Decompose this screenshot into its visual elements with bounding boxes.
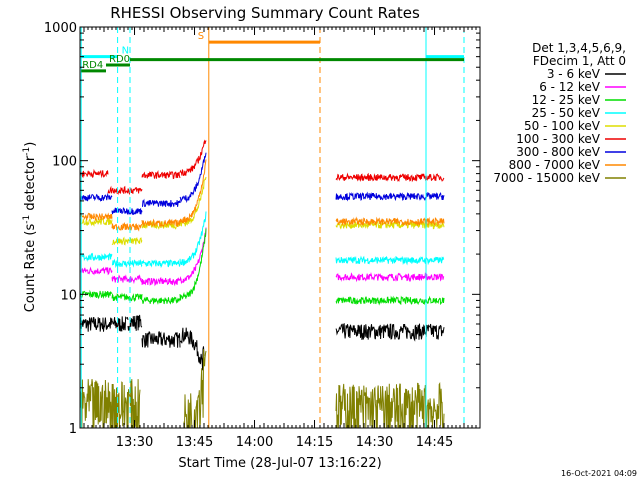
x-tick-label: 14:15 [296,435,333,450]
series-line-25-50-kev [141,259,181,269]
legend-label: 12 - 25 keV [532,93,601,107]
legend: Det 1,3,4,5,6,9, FDecim 1, Att 0 3 - 6 k… [493,41,626,185]
footer-timestamp: 16-Oct-2021 04:09 [561,469,637,478]
series-line-25-50-kev [111,258,143,268]
series-line-50-100-kev [80,217,113,227]
legend-label: 7000 - 15000 keV [493,171,600,185]
flag-label: RD0 [109,54,130,65]
y-tick-label: 1000 [44,21,77,36]
y-axis-label-part: detector [23,155,38,215]
series-line-3-6-kev [80,316,129,333]
series-line-12-25-kev [111,292,143,303]
y-axis-label-part: ) [23,142,38,147]
legend-label: 300 - 800 keV [516,145,600,159]
x-axis-label: Start Time (28-Jul-07 13:16:22) [178,456,381,471]
series-line-300-800-kev [179,152,207,204]
flag-label: RD4 [82,60,103,71]
series-line-800-7000-kev [111,222,142,232]
series-line-50-100-kev [111,236,143,246]
series-line-100-300-kev [141,169,181,180]
legend-label: 50 - 100 keV [524,119,601,133]
y-axis-label-part: Count Rate (s [23,224,38,313]
series-line-25-50-kev [179,211,207,267]
series-50-100-kev [80,176,445,246]
flag-label: N [122,46,129,57]
y-tick-label: 10 [60,288,77,303]
series-line-6-12-kev [111,274,143,285]
legend-label: 3 - 6 keV [547,67,601,81]
y-axis-label-sup: -1 [22,147,32,156]
legend-header-line: FDecim 1, Att 0 [533,54,626,68]
y-axis-label-sup: -1 [22,215,32,224]
legend-header-line: Det 1,3,4,5,6,9, [532,41,626,55]
x-tick-label: 14:45 [416,435,453,450]
series-line-100-300-kev [179,139,207,177]
x-tick-label: 13:45 [176,435,213,450]
x-tick-label: 13:30 [116,435,153,450]
series-line-100-300-kev [80,168,109,179]
legend-label: 800 - 7000 keV [509,158,601,172]
series-line-800-7000-kev [141,218,181,228]
vline-layer [80,27,465,428]
series-line-6-12-kev [179,227,207,285]
series-line-25-50-kev [80,252,113,262]
series-line-6-12-kev [141,276,181,287]
x-tick-label: 14:30 [356,435,393,450]
series-line-12-25-kev [179,228,207,301]
x-tick-label: 14:00 [236,435,273,450]
chart-title: RHESSI Observing Summary Count Rates [110,4,420,22]
series-line-800-7000-kev [80,212,113,223]
series-line-3-6-kev [141,330,181,348]
series-line-50-100-kev [179,176,207,227]
legend-label: 100 - 300 keV [516,132,600,146]
series-line-100-300-kev [107,185,143,196]
series-line-3-6-kev [179,327,205,371]
series-line-800-7000-kev [179,159,207,224]
series-line-12-25-kev [80,289,113,300]
flag-label: S [198,31,204,42]
series-line-6-12-kev [80,266,113,276]
legend-label: 25 - 50 keV [532,106,601,120]
y-tick-label: 1 [69,422,77,437]
y-axis-label: Count Rate (s-1 detector-1) [22,142,38,313]
flag-layer: N S RD0 RD4 [81,31,464,73]
series-line-12-25-kev [141,296,181,305]
y-tick-label: 100 [52,155,77,170]
axis-layer: 1 10 100 1000 13:30 13:45 14:00 14:15 14:30 14:45 [44,21,481,450]
legend-label: 6 - 12 keV [539,80,601,94]
series-line-300-800-kev [111,207,143,216]
series-line-300-800-kev [142,198,181,208]
series-line-300-800-kev [80,192,113,202]
